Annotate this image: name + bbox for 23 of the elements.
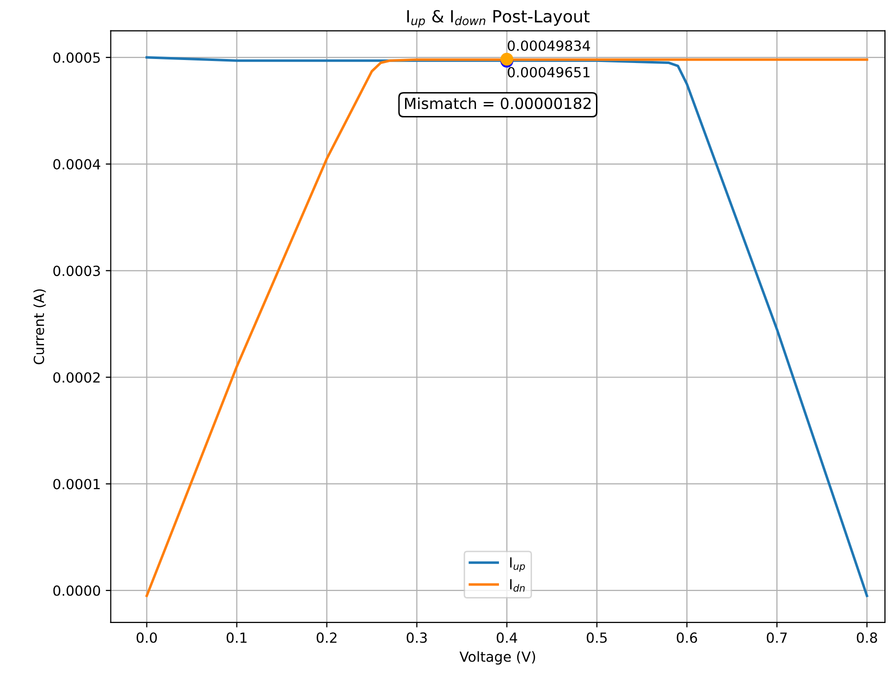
y-tick-label: 0.0005 — [53, 52, 100, 63]
x-tick-label: 0.5 — [586, 632, 607, 643]
x-tick-label: 0.4 — [496, 632, 518, 643]
x-tick-label: 0.3 — [406, 632, 427, 643]
x-tick-label: 0.0 — [136, 632, 157, 643]
y-axis-title: Current (A) — [33, 289, 46, 364]
x-tick-label: 0.1 — [226, 632, 247, 643]
annotation: 0.00049834 — [508, 40, 590, 51]
y-tick-label: 0.0003 — [53, 266, 100, 276]
x-axis-title: Voltage (V) — [460, 651, 536, 665]
legend-label: I$_{dn}$ — [510, 579, 525, 592]
x-tick-label: 0.2 — [316, 632, 336, 643]
y-tick-label: 0.0001 — [53, 478, 100, 490]
legend-label: I$_{up}$ — [510, 557, 525, 572]
y-tick-label: 0.0000 — [53, 585, 100, 596]
annotation: 0.00049651 — [508, 66, 590, 78]
x-tick-label: 0.8 — [856, 632, 878, 643]
chart-title: I$_{up}$ & I$_{down}$ Post-Layout — [407, 10, 590, 28]
annotation: Mismatch = 0.00000182 — [405, 97, 591, 110]
y-tick-label: 0.0002 — [53, 372, 100, 383]
x-tick-label: 0.7 — [766, 632, 787, 643]
x-tick-label: 0.6 — [676, 632, 698, 643]
y-tick-label: 0.0004 — [53, 159, 100, 170]
